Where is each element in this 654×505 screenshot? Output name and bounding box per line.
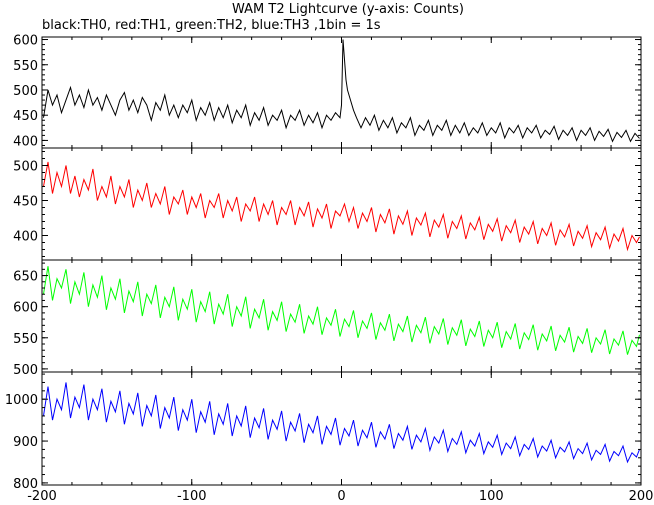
x-tick-label-2: 0 bbox=[337, 489, 345, 504]
y-tick-label-1-0: 400 bbox=[13, 230, 38, 245]
y-tick-label-0-4: 600 bbox=[13, 34, 38, 49]
panel-0: 400 450 500 550 600 bbox=[13, 34, 642, 149]
y-tick-label-0-1: 450 bbox=[13, 109, 38, 124]
y-tick-label-0-3: 550 bbox=[13, 59, 38, 74]
series-line-1 bbox=[43, 161, 640, 252]
y-tick-label-3-0: 800 bbox=[13, 477, 38, 492]
panel-2: 500 550 600 650 bbox=[13, 259, 642, 378]
y-tick-label-1-2: 500 bbox=[13, 160, 38, 175]
panels-group: 400 450 500 550 600 400 450 500 500 550 600 650 800 9… bbox=[5, 34, 642, 492]
y-tick-label-2-0: 500 bbox=[13, 363, 38, 378]
x-tick-label-1: -100 bbox=[177, 489, 207, 504]
y-tick-label-2-3: 650 bbox=[13, 270, 38, 285]
x-axis-tick-labels: -200 -100 0 100 200 bbox=[27, 489, 653, 504]
y-tick-label-0-2: 500 bbox=[13, 84, 38, 99]
x-tick-label-4: 200 bbox=[629, 489, 654, 504]
y-tick-label-0-0: 400 bbox=[13, 134, 38, 149]
y-tick-label-2-2: 600 bbox=[13, 301, 38, 316]
panel-frame-1 bbox=[41, 147, 642, 261]
panel-3: 800 900 1000 bbox=[5, 371, 642, 492]
chart-title: WAM T2 Lightcurve (y-axis: Counts) bbox=[232, 2, 464, 17]
x-tick-label-3: 100 bbox=[479, 489, 504, 504]
series-line-3 bbox=[43, 382, 640, 464]
y-tick-label-3-2: 1000 bbox=[5, 393, 38, 408]
panel-frame-3 bbox=[41, 371, 642, 486]
y-tick-label-3-1: 900 bbox=[13, 435, 38, 450]
series-line-2 bbox=[43, 266, 640, 355]
panel-frame-2 bbox=[41, 259, 642, 373]
panel-1: 400 450 500 bbox=[13, 147, 642, 261]
y-tick-label-1-1: 450 bbox=[13, 195, 38, 210]
x-tick-label-0: -200 bbox=[27, 489, 57, 504]
series-line-0 bbox=[43, 39, 640, 143]
y-tick-label-2-1: 550 bbox=[13, 332, 38, 347]
chart-subtitle: black:TH0, red:TH1, green:TH2, blue:TH3 … bbox=[42, 18, 381, 33]
